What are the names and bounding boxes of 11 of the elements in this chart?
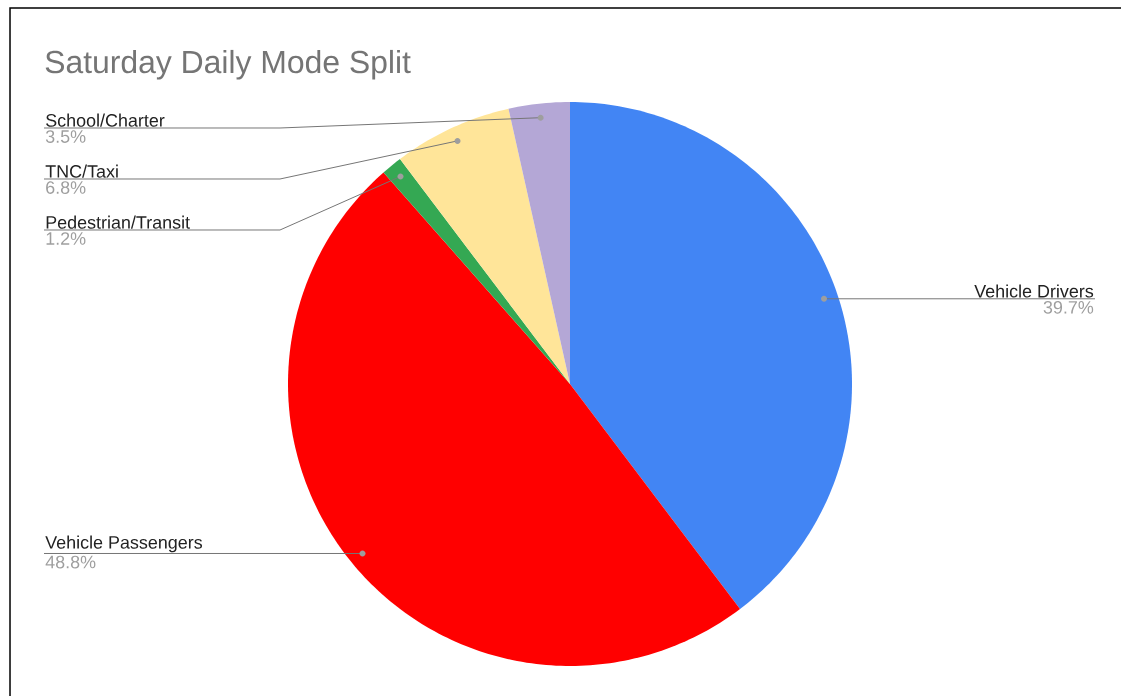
slice-label: Vehicle Passengers <box>45 535 203 553</box>
data-label: 6.8% <box>46 181 86 194</box>
data-label: 3.5% <box>45 130 86 143</box>
data-label: 48.8% <box>45 555 96 569</box>
slice-label: TNC/Taxi <box>45 164 118 178</box>
data-label: 39.7% <box>1043 300 1094 314</box>
slice-label: School/Charter <box>46 113 165 127</box>
slice-label: Vehicle Drivers <box>974 284 1094 298</box>
slice-label: Pedestrian/Transit <box>46 215 190 229</box>
data-label: 1.2% <box>46 232 86 245</box>
chart-title: Saturday Daily Mode Split <box>45 49 411 80</box>
